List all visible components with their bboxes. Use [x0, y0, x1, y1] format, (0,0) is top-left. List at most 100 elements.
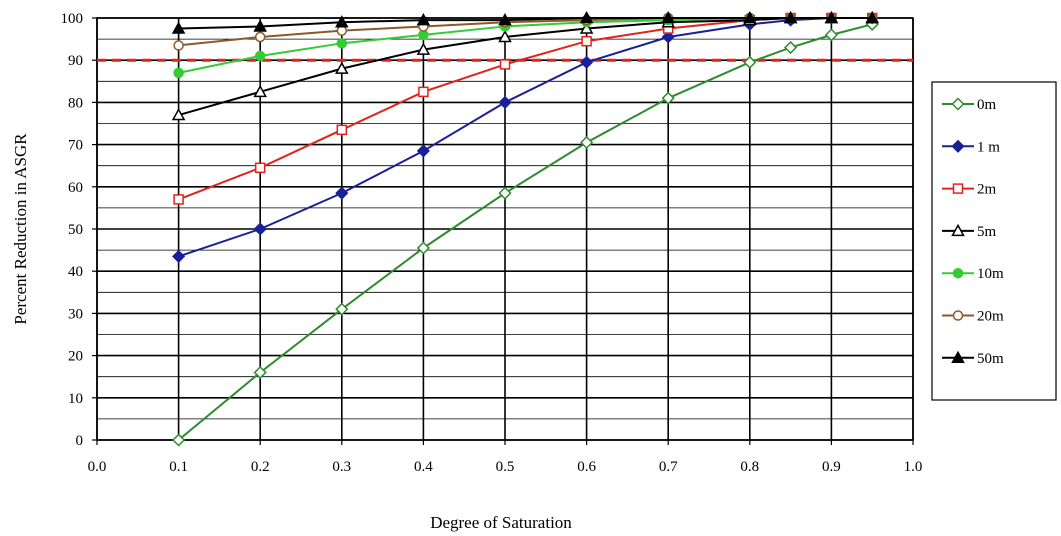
data-point [661, 91, 675, 105]
y-tick-label: 60 [68, 180, 83, 196]
legend-label: 1 m [977, 139, 1000, 155]
x-tick-label: 0.3 [332, 459, 351, 475]
legend: 0m 1 m 2m 5m 10m 20m 50m [931, 81, 1057, 401]
data-point [172, 249, 186, 263]
series-group [171, 10, 879, 447]
y-axis-title: Percent Reduction in ASGR [11, 133, 30, 325]
series-line [178, 17, 873, 117]
data-point [173, 194, 184, 205]
x-tick-label: 0.9 [822, 459, 841, 475]
legend-marker [952, 310, 964, 321]
data-point [580, 55, 594, 69]
data-point [824, 28, 838, 42]
data-point [824, 10, 839, 24]
x-tick-label: 0.2 [251, 459, 270, 475]
legend-item: 10m [942, 266, 1004, 282]
y-tick-label: 30 [68, 306, 83, 322]
data-point [172, 433, 186, 447]
axes: 0 10 20 30 40 50 60 70 80 90 100 0.0 0.1 0.2 0.3 0.4 0.5… [61, 11, 923, 475]
data-point [416, 42, 431, 55]
data-point [254, 31, 266, 43]
y-tick-label: 90 [68, 53, 83, 69]
legend-item: 5m [942, 223, 997, 240]
x-tick-label: 1.0 [904, 459, 923, 475]
data-point [416, 241, 430, 255]
legend-item: 2m [942, 182, 997, 198]
data-point [418, 29, 429, 41]
x-tick-label: 0.1 [169, 459, 188, 475]
legend-item: 50m [942, 350, 1004, 367]
series-5m [171, 10, 879, 121]
data-point [416, 144, 430, 158]
data-point [498, 186, 512, 200]
data-point [865, 10, 879, 24]
legend-label: 50m [977, 351, 1004, 367]
y-tick-label: 20 [68, 349, 83, 365]
data-point [336, 38, 348, 49]
data-point [336, 25, 348, 36]
legend-item: 0m [942, 97, 997, 113]
data-point [253, 365, 267, 380]
data-point [335, 186, 349, 200]
series-0m [172, 17, 879, 447]
data-point [581, 35, 592, 47]
data-point [416, 13, 431, 26]
data-point [579, 10, 594, 24]
legend-label: 0m [977, 97, 997, 113]
data-point [498, 29, 512, 43]
y-tick-label: 50 [68, 222, 83, 238]
legend-marker [951, 223, 965, 237]
series-2m [173, 12, 878, 205]
data-point [336, 124, 348, 136]
legend-label: 5m [977, 224, 997, 240]
legend-item: 20m [942, 309, 1004, 325]
legend-label: 2m [977, 182, 997, 198]
y-tick-label: 10 [68, 391, 83, 407]
data-point [499, 59, 511, 70]
data-point [253, 222, 267, 236]
data-point [253, 19, 267, 32]
legend-marker [951, 350, 965, 364]
legend-marker [951, 97, 965, 111]
data-point [253, 84, 267, 98]
data-point [783, 10, 798, 24]
y-tick-label: 80 [68, 95, 83, 111]
data-point [335, 302, 349, 316]
x-tick-label: 0.0 [88, 459, 107, 475]
data-point [173, 40, 184, 51]
series-50m [171, 10, 879, 34]
series-line [177, 23, 873, 441]
x-tick-label: 0.7 [659, 459, 678, 475]
data-point [418, 86, 429, 98]
legend-label: 20m [977, 309, 1004, 325]
series-line [178, 17, 873, 201]
data-point [254, 50, 266, 62]
data-point [254, 162, 266, 174]
data-point [173, 67, 184, 79]
legend-item: 1 m [942, 139, 1000, 155]
x-tick-label: 0.8 [740, 459, 759, 475]
data-point [335, 61, 349, 74]
y-tick-label: 70 [68, 138, 83, 154]
data-point [171, 21, 186, 34]
series-1-m [172, 11, 879, 263]
series-line [178, 17, 873, 258]
data-point [784, 40, 798, 55]
grid [96, 17, 914, 441]
y-tick-label: 40 [68, 264, 83, 280]
x-tick-label: 0.5 [496, 459, 515, 475]
legend-marker [951, 139, 965, 153]
data-point [171, 108, 186, 121]
legend-marker [952, 267, 964, 279]
data-point [498, 13, 512, 26]
x-tick-label: 0.6 [577, 459, 596, 475]
legend-box [931, 81, 1057, 401]
y-tick-label: 0 [76, 433, 84, 449]
data-point [498, 95, 512, 109]
y-tick-label: 100 [61, 11, 84, 27]
data-point [335, 15, 349, 28]
x-axis-title: Degree of Saturation [430, 513, 572, 532]
data-point [743, 55, 757, 69]
